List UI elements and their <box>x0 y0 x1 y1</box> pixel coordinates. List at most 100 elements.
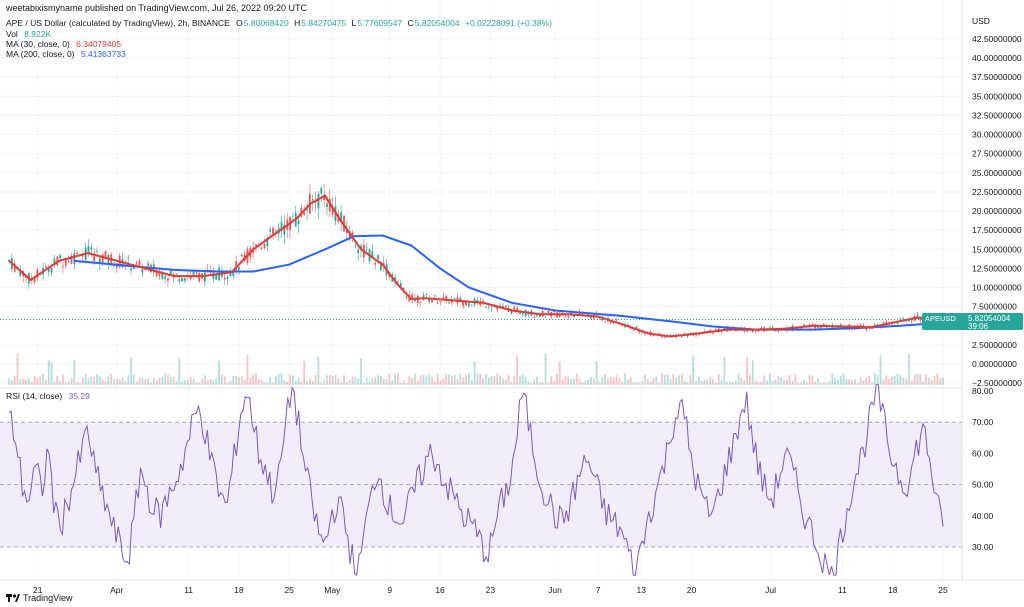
volume-bar <box>734 380 737 385</box>
candle-body <box>439 301 442 303</box>
volume-bar <box>178 357 181 385</box>
volume-bar <box>598 382 601 385</box>
volume-bar <box>473 360 476 385</box>
volume-legend[interactable]: Vol 8.922K <box>6 29 51 39</box>
volume-bar <box>280 373 283 385</box>
candle-body <box>425 294 428 295</box>
candle-body <box>101 254 104 262</box>
candle-body <box>899 318 902 320</box>
volume-bar <box>27 378 30 385</box>
ma30-legend[interactable]: MA (30, close, 0) 6.34079405 <box>6 39 121 49</box>
volume-bar <box>448 374 450 385</box>
volume-bar <box>519 376 521 385</box>
rsi-axis[interactable]: 80.00 70.00 60.00 50.00 40.00 30.00 <box>972 386 994 552</box>
candle-body <box>604 320 607 322</box>
candle-body <box>817 325 819 329</box>
volume-bar <box>925 374 927 385</box>
volume-bar <box>780 377 783 385</box>
candle-body <box>96 251 98 253</box>
volume-bar <box>558 361 561 385</box>
rsi-legend[interactable]: RSI (14, close) 35.29 <box>6 391 90 401</box>
volume-bar <box>50 362 53 385</box>
candle-body <box>260 247 263 249</box>
volume-bar <box>84 373 87 385</box>
volume-bar <box>445 373 448 385</box>
candle-body <box>169 270 172 275</box>
volume-bar <box>533 379 536 385</box>
volume-bar <box>252 374 255 385</box>
volume-bar <box>274 375 277 385</box>
volume-bar <box>19 378 22 385</box>
volume-bar <box>8 378 10 385</box>
rsi-tick-label: 60.00 <box>972 448 994 458</box>
volume-bar <box>709 377 712 385</box>
volume-bar <box>155 380 158 385</box>
symbol-legend[interactable]: APE / US Dollar (calculated by TradingVi… <box>6 18 552 28</box>
candle-body <box>50 267 53 273</box>
volume-bar <box>221 374 223 385</box>
candle-body <box>777 330 780 332</box>
volume-bar <box>615 375 618 385</box>
volume-bar <box>553 381 555 385</box>
candle-body <box>521 313 524 315</box>
volume-bar <box>391 380 394 385</box>
candle-body <box>345 229 348 234</box>
price-axis[interactable]: 42.50000000 40.00000000 37.50000000 35.0000… <box>972 34 1022 388</box>
volume-bar <box>385 379 388 385</box>
time-axis[interactable]: 21 Apr 11 18 25 May 9 16 23 Jun 7 13 20 Jul 11 18 25 <box>33 585 948 595</box>
volume-bar <box>45 379 47 385</box>
volume-bar <box>680 374 683 385</box>
time-tick-label: 11 <box>184 585 193 595</box>
rsi-reference-lines <box>0 421 962 548</box>
candle-body <box>161 273 164 280</box>
currency-label: USD <box>972 16 990 26</box>
time-tick-label: 23 <box>486 585 496 595</box>
volume-bar <box>150 382 152 385</box>
candle-body <box>553 311 555 312</box>
volume-bar <box>536 376 538 385</box>
volume-bar <box>530 382 533 385</box>
candle-body <box>297 220 300 225</box>
volume-bar <box>195 381 198 385</box>
candle-body <box>272 227 274 235</box>
time-tick-label: 25 <box>284 585 294 595</box>
candle-body <box>635 326 638 329</box>
volume-bar <box>828 380 831 385</box>
volume-bar <box>283 380 286 385</box>
volume-bar <box>215 377 218 385</box>
volume-bar <box>777 376 780 385</box>
bar-countdown: 39:06 <box>968 322 989 331</box>
candle-body <box>90 247 93 250</box>
ohlc-open-key: O <box>236 18 243 28</box>
candle-body <box>714 329 717 331</box>
volume-bar <box>584 380 587 385</box>
volume-bar <box>649 381 652 385</box>
volume-bar <box>394 374 396 385</box>
ma200-legend[interactable]: MA (200, close, 0) 5.41363733 <box>6 49 126 59</box>
price-tick-label: 37.50000000 <box>972 72 1022 82</box>
volume-bar <box>459 374 462 385</box>
candle-body <box>326 203 328 208</box>
volume-bar <box>456 378 459 385</box>
candle-body <box>902 318 905 320</box>
volume-bar <box>10 380 13 385</box>
ohlc-open-value: 5.80068420 <box>244 18 289 28</box>
volume-bar <box>712 379 714 385</box>
volume-bar <box>700 380 703 385</box>
volume-bar <box>604 373 607 385</box>
candle-body <box>397 281 399 283</box>
time-tick-label: 25 <box>938 585 948 595</box>
candle-body <box>371 251 374 258</box>
price-tick-label: 7.50000000 <box>972 302 1017 312</box>
candle-body <box>13 263 16 272</box>
volume-bar <box>882 379 885 385</box>
volume-bar <box>825 382 828 385</box>
volume-bar <box>291 375 294 385</box>
candle-body <box>53 258 56 265</box>
price-tick-label: 10.00000000 <box>972 283 1022 293</box>
ma200-label: MA (200, close, 0) <box>6 49 75 59</box>
volume-bar <box>81 377 84 385</box>
volume-bar <box>663 375 666 385</box>
tradingview-logo[interactable]: TradingView <box>6 593 73 603</box>
volume-bar <box>121 377 124 385</box>
